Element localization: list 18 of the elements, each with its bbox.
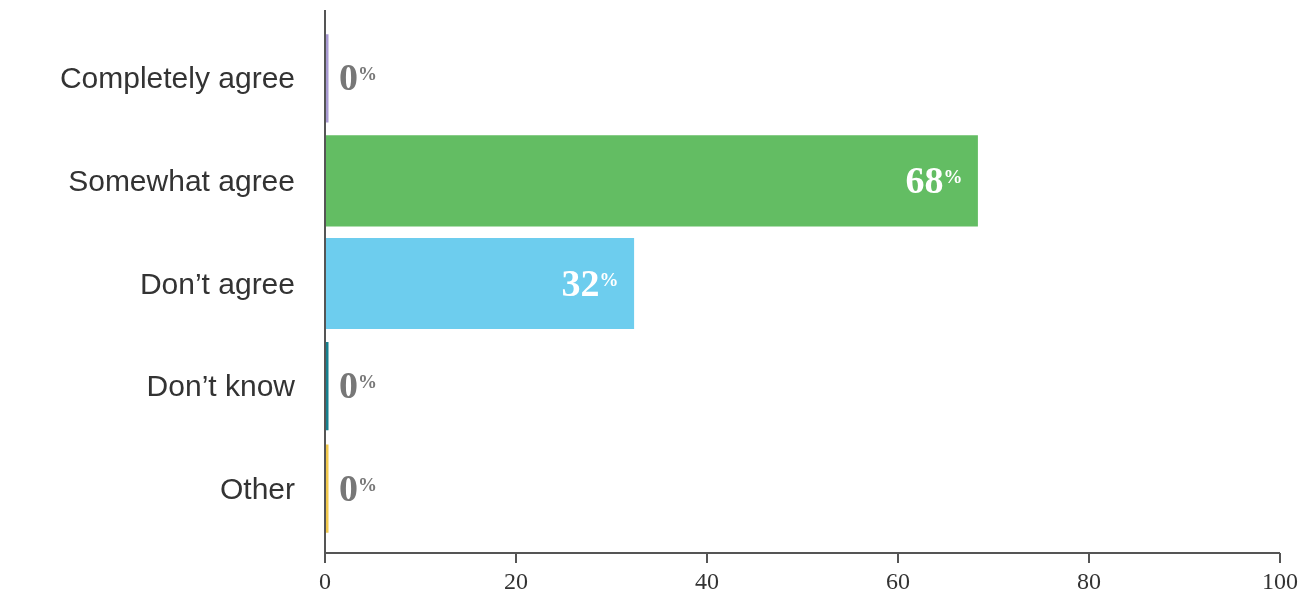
bar: [325, 237, 635, 330]
data-label: 0$^{%}$: [339, 466, 377, 509]
data-label: 0$^{%}$: [339, 56, 377, 99]
data-label: 0$^{%}$: [339, 364, 377, 407]
x-tick-label: 40: [695, 568, 719, 594]
x-tick-label: 0: [319, 568, 331, 594]
bar: [325, 135, 978, 227]
data-label: 32$^{%}$: [561, 261, 619, 304]
x-tick-label: 60: [886, 568, 910, 594]
y-tick-label: Completely agree: [59, 61, 295, 95]
y-tick-label: Other: [219, 471, 296, 505]
y-tick-label: Somewhat agree: [68, 163, 295, 197]
data-label: 68$^{%}$: [905, 158, 963, 201]
y-tick-label: Don’t agree: [139, 266, 295, 300]
y-tick-label: Don’t know: [146, 369, 296, 403]
x-tick-label: 80: [1077, 568, 1101, 594]
x-tick-label: 20: [504, 568, 528, 594]
x-tick-label: 100: [1262, 568, 1298, 594]
